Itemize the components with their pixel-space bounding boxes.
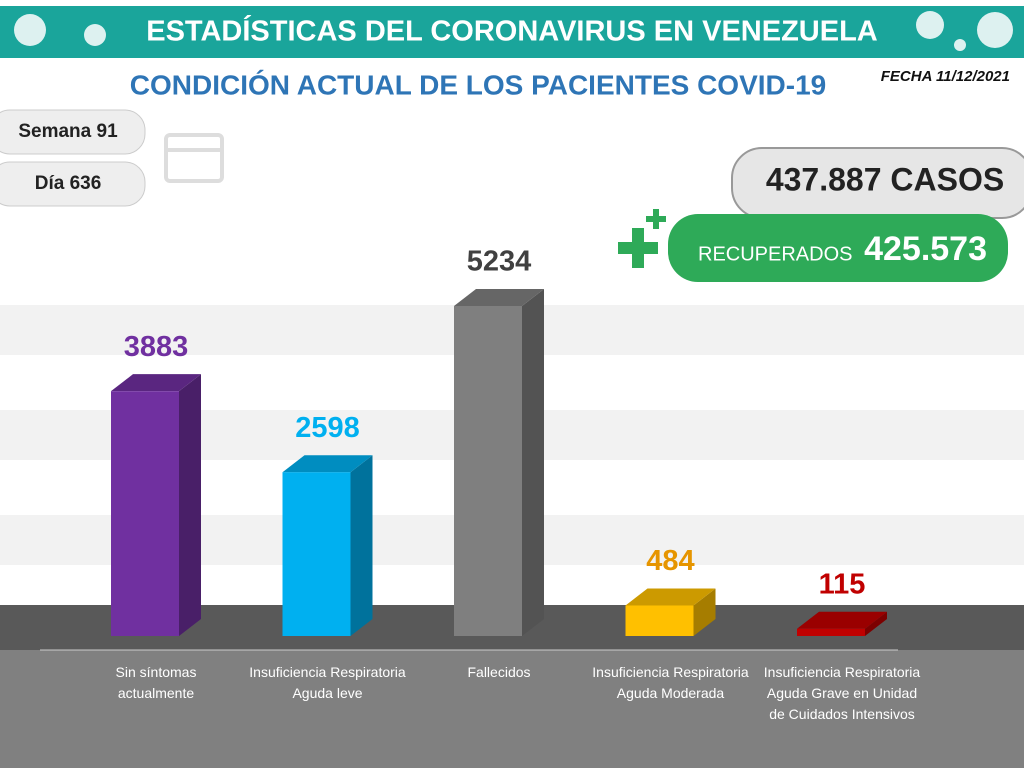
value-label: 5234 [467,246,532,278]
bar-side [350,455,373,636]
header-band [0,6,1024,58]
recovered-label: RECUPERADOS [698,243,852,265]
bar-top [797,611,887,629]
bar [282,472,351,636]
bar-side [865,611,887,636]
category-label: Sin síntomas actualmente [115,664,197,701]
day-box [0,161,146,207]
value-label: 115 [819,568,866,600]
category-label: Insuficiencia Respiratoria Aguda leve [249,664,406,701]
value-label: 2598 [295,412,360,444]
value-label: 3883 [124,331,189,363]
bar-top [454,289,544,306]
label-area [0,650,1024,768]
calendar-icon [164,133,224,183]
bar-top [111,374,201,392]
cases: 437.887 CASOS [766,161,1004,197]
bar [111,391,179,636]
title: ESTADÍSTICAS DEL CORONAVIRUS EN VENEZUEL… [146,14,878,48]
day: Día 636 [35,173,102,194]
week: Semana 91 [18,121,118,142]
bar-side [179,374,201,636]
bar [797,628,865,636]
bar [625,605,694,636]
category-label: Insuficiencia Respiratoria Aguda Grave e… [763,664,921,722]
bar-side [693,588,716,636]
subtitle: CONDICIÓN ACTUAL DE LOS PACIENTES COVID-… [130,69,826,100]
date: FECHA 11/12/2021 [881,68,1010,85]
recovered-box [668,214,1008,282]
virus-icons [14,11,1013,51]
plus-icons [618,209,666,268]
category-label: Insuficiencia Respiratoria Aguda Moderad… [592,664,749,701]
bar-top [282,455,373,473]
bar-top [625,588,716,606]
bar [454,306,522,636]
value-label: 484 [646,545,694,577]
bar-side [522,289,544,636]
category-label: Fallecidos [467,664,531,680]
week-box [0,109,146,155]
recovered-value: 425.573 [864,230,987,268]
